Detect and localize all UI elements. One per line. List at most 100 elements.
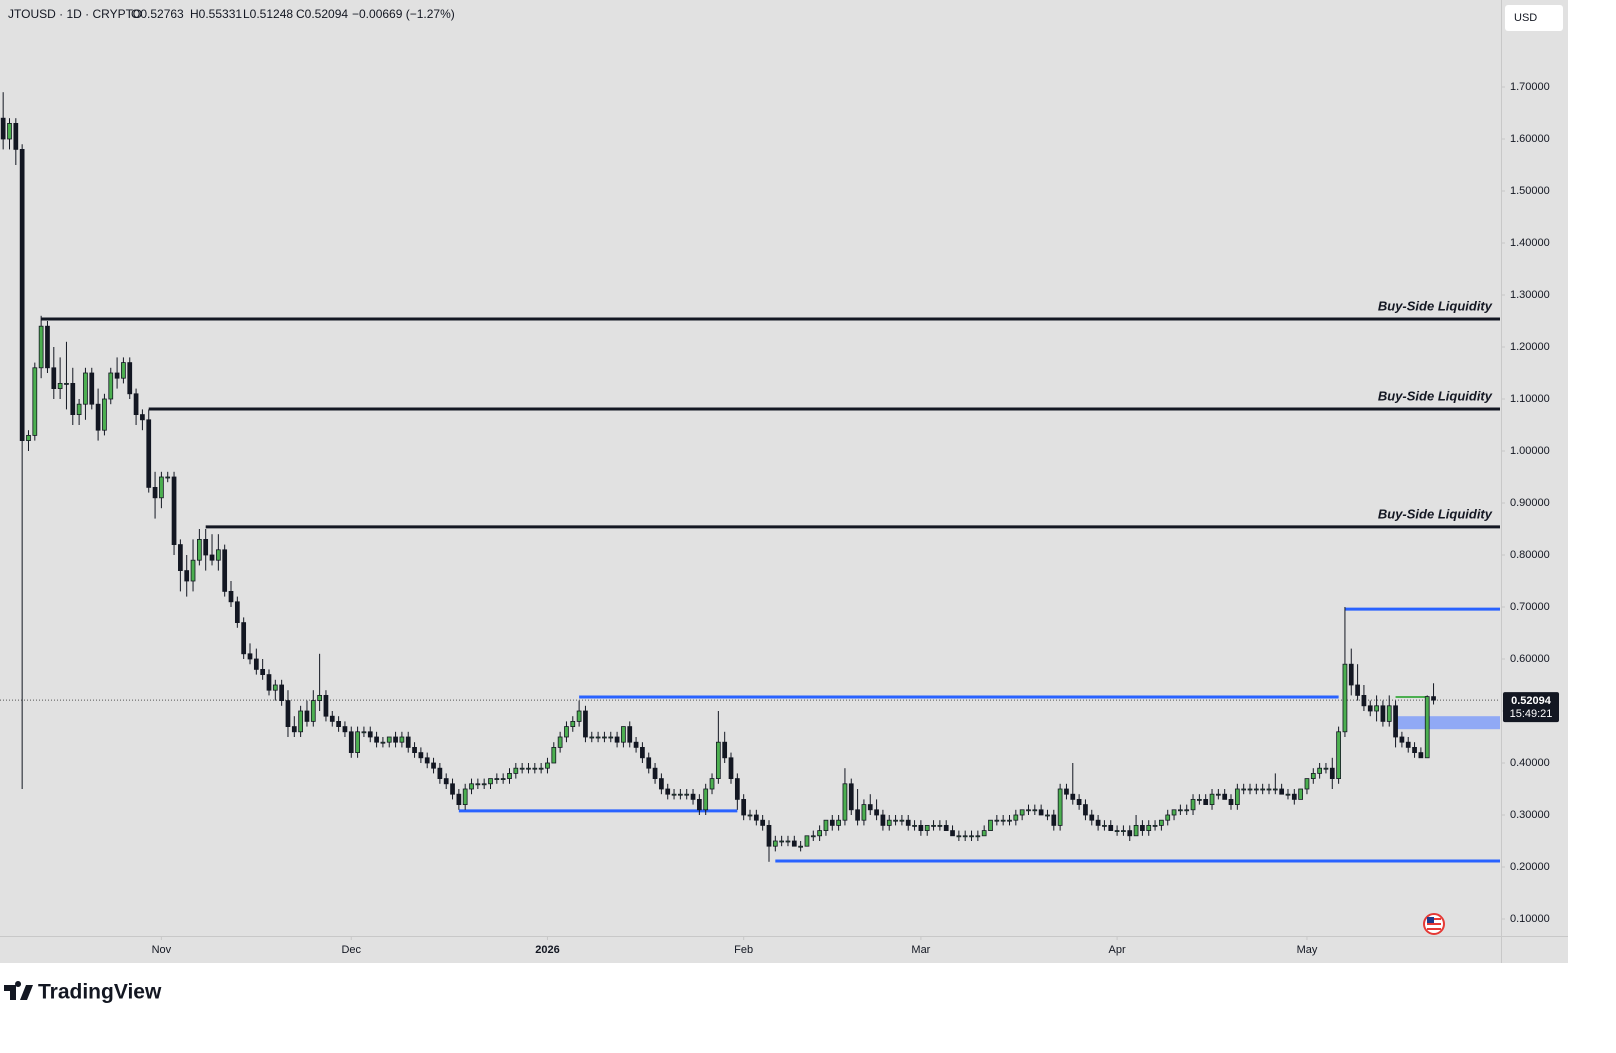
candle-body bbox=[848, 783, 854, 811]
candle-body bbox=[1247, 788, 1253, 791]
candle-body bbox=[374, 736, 379, 743]
candle-body bbox=[317, 694, 322, 701]
candle-body bbox=[241, 622, 247, 655]
candle-body bbox=[190, 559, 196, 582]
candle-body bbox=[19, 148, 25, 441]
candle-body bbox=[1171, 809, 1177, 816]
candle-body bbox=[1038, 809, 1044, 816]
candle-body bbox=[393, 736, 398, 743]
candle-body bbox=[1317, 767, 1322, 774]
candle-body bbox=[779, 840, 785, 843]
candle-body bbox=[614, 736, 620, 743]
candle-body bbox=[1418, 752, 1424, 759]
candle-body bbox=[602, 736, 607, 739]
candle-body bbox=[1152, 824, 1158, 827]
last-price-label: 0.52094 bbox=[1511, 695, 1552, 707]
candle-body bbox=[697, 798, 702, 811]
candle-body bbox=[95, 403, 101, 431]
y-tick-label: 1.20000 bbox=[1510, 341, 1550, 353]
candle-body bbox=[1298, 788, 1303, 800]
candle-body bbox=[1336, 731, 1341, 779]
flag-icon bbox=[1423, 913, 1445, 935]
candle-body bbox=[171, 476, 177, 545]
candle-body bbox=[893, 819, 898, 822]
candle-body bbox=[159, 476, 164, 499]
candle-body bbox=[1323, 767, 1329, 770]
zone bbox=[1395, 716, 1500, 730]
candle-body bbox=[494, 778, 500, 780]
candle-body bbox=[1197, 798, 1202, 801]
candle-body bbox=[310, 700, 316, 722]
candle-body bbox=[823, 819, 829, 831]
candle-body bbox=[1279, 788, 1285, 795]
candle-body bbox=[671, 793, 677, 796]
candle-body bbox=[975, 835, 981, 838]
y-tick-label: 1.70000 bbox=[1510, 81, 1550, 93]
candle-body bbox=[1342, 663, 1348, 733]
candle-body bbox=[285, 700, 291, 727]
y-tick-label: 1.30000 bbox=[1510, 289, 1550, 301]
candle-body bbox=[1329, 767, 1335, 779]
candle-body bbox=[1019, 809, 1025, 816]
candle-body bbox=[13, 122, 19, 150]
candle-body bbox=[931, 824, 936, 827]
candle-body bbox=[1393, 705, 1398, 738]
candle-body bbox=[1266, 788, 1272, 791]
y-tick-label: 1.40000 bbox=[1510, 237, 1550, 249]
candle-body bbox=[621, 726, 626, 743]
candle-body bbox=[918, 824, 924, 831]
candle-body bbox=[532, 767, 538, 770]
candle-body bbox=[570, 720, 576, 727]
candle-body bbox=[424, 757, 430, 764]
candle-body bbox=[665, 788, 671, 795]
candle-body bbox=[279, 684, 285, 701]
candle-body bbox=[431, 762, 436, 769]
candle-body bbox=[994, 819, 1000, 822]
candle-body bbox=[329, 715, 335, 722]
candle-body bbox=[766, 824, 772, 847]
candle-body bbox=[798, 845, 803, 848]
candle-body bbox=[146, 419, 152, 488]
candle-body bbox=[1178, 809, 1183, 812]
candle-body bbox=[64, 382, 69, 385]
candle-body bbox=[266, 674, 272, 691]
candle-body bbox=[1399, 736, 1405, 743]
candle-body bbox=[772, 840, 778, 847]
candle-body bbox=[108, 372, 114, 400]
candle-body bbox=[475, 783, 481, 786]
candle-body bbox=[551, 746, 557, 764]
candle-body bbox=[937, 824, 943, 827]
candle-body bbox=[1089, 814, 1095, 821]
candle-body bbox=[361, 731, 367, 734]
candle-body bbox=[127, 362, 133, 395]
candle-body bbox=[412, 746, 417, 753]
x-tick-label: Nov bbox=[152, 944, 172, 956]
candle-body bbox=[1133, 824, 1139, 837]
candle-body bbox=[886, 819, 892, 826]
candle-body bbox=[1222, 793, 1228, 800]
candle-body bbox=[1285, 793, 1291, 796]
candle-body bbox=[102, 398, 107, 431]
candle-body bbox=[943, 824, 949, 831]
candle-body bbox=[405, 736, 411, 748]
countdown: 15:49:21 bbox=[1510, 708, 1553, 720]
candle-body bbox=[1121, 830, 1126, 832]
candle-body bbox=[1203, 798, 1209, 805]
candle-body bbox=[545, 762, 550, 769]
candle-body bbox=[1209, 793, 1215, 805]
candle-body bbox=[988, 819, 993, 831]
candle-body bbox=[1159, 819, 1164, 826]
candle-body bbox=[589, 736, 595, 739]
candle-body bbox=[962, 835, 968, 838]
candle-body bbox=[1127, 830, 1133, 837]
y-tick-label: 1.60000 bbox=[1510, 133, 1550, 145]
candle-body bbox=[234, 601, 240, 623]
candle-body bbox=[1000, 819, 1006, 822]
candle-body bbox=[627, 726, 633, 743]
candle-body bbox=[709, 778, 715, 790]
candle-body bbox=[564, 726, 569, 738]
candle-body bbox=[1241, 788, 1247, 791]
candle-body bbox=[855, 809, 860, 821]
currency-box[interactable] bbox=[1505, 5, 1563, 31]
